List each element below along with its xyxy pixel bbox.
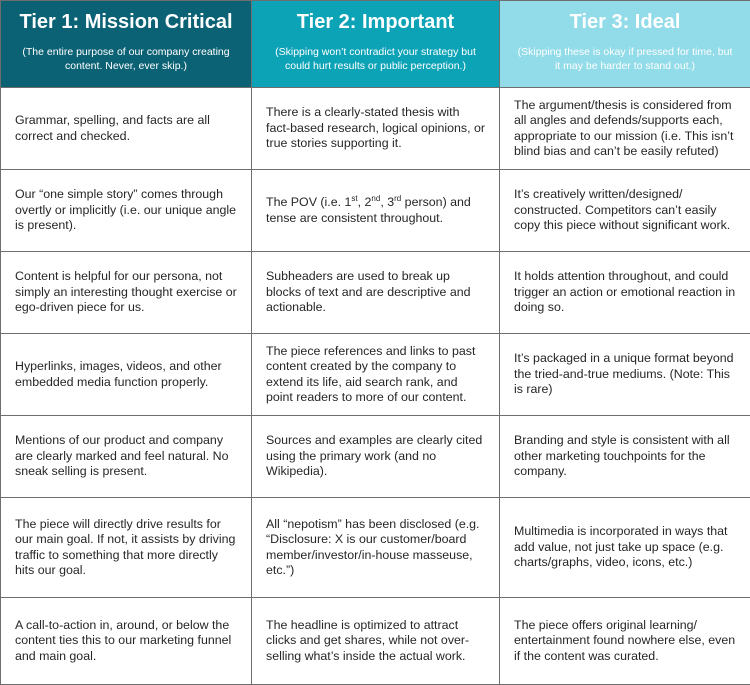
cell-text: The piece will directly drive results fo…: [15, 517, 239, 579]
tier-2-header: Tier 2: Important (Skipping won’t contra…: [252, 1, 500, 88]
table-row: Mentions of our product and company are …: [1, 416, 750, 498]
cell-text: A call-to-action in, around, or below th…: [15, 618, 239, 665]
cell-text: Hyperlinks, images, videos, and other em…: [15, 359, 239, 390]
table-row: Our “one simple story” comes through ove…: [1, 170, 750, 252]
table-cell: Branding and style is consistent with al…: [500, 416, 750, 498]
table-cell: Hyperlinks, images, videos, and other em…: [1, 334, 252, 416]
cell-text: The piece references and links to past c…: [266, 344, 487, 406]
table-cell: The piece offers original learning/ ente…: [500, 598, 750, 685]
table-cell: Sources and examples are clearly cited u…: [252, 416, 500, 498]
pov-superscript: nd: [371, 194, 380, 203]
cell-text: Sources and examples are clearly cited u…: [266, 433, 487, 480]
tier-1-header: Tier 1: Mission Critical (The entire pur…: [1, 1, 252, 88]
table-cell: Content is helpful for our persona, not …: [1, 252, 252, 334]
cell-text: Grammar, spelling, and facts are all cor…: [15, 113, 239, 144]
cell-text: It holds attention throughout, and could…: [514, 269, 738, 316]
tier-2-title: Tier 2: Important: [268, 9, 483, 35]
cell-text: All “nepotism” has been disclosed (e.g. …: [266, 517, 487, 579]
table-cell: Mentions of our product and company are …: [1, 416, 252, 498]
cell-text: The argument/thesis is considered from a…: [514, 98, 738, 160]
cell-text: Multimedia is incorporated in ways that …: [514, 524, 738, 571]
tier-3-title: Tier 3: Ideal: [516, 9, 734, 35]
table-cell: It’s creatively written/designed/ constr…: [500, 170, 750, 252]
table-cell: The argument/thesis is considered from a…: [500, 88, 750, 170]
tier-3-subtitle: (Skipping these is okay if pressed for t…: [516, 45, 734, 73]
table-cell: The piece will directly drive results fo…: [1, 498, 252, 598]
table-row: Content is helpful for our persona, not …: [1, 252, 750, 334]
table-cell: The POV (i.e. 1st, 2nd, 3rd person) and …: [252, 170, 500, 252]
table-row: The piece will directly drive results fo…: [1, 498, 750, 598]
cell-text: There is a clearly-stated thesis with fa…: [266, 105, 487, 152]
header-row: Tier 1: Mission Critical (The entire pur…: [1, 1, 750, 88]
pov-text: , 2: [358, 195, 372, 209]
table-cell: Multimedia is incorporated in ways that …: [500, 498, 750, 598]
pov-text: The POV (i.e. 1: [266, 195, 351, 209]
table-cell: The headline is optimized to attract cli…: [252, 598, 500, 685]
table-cell: Subheaders are used to break up blocks o…: [252, 252, 500, 334]
table-cell: It’s packaged in a unique format beyond …: [500, 334, 750, 416]
cell-text: Our “one simple story” comes through ove…: [15, 187, 239, 234]
cell-text: The piece offers original learning/ ente…: [514, 618, 738, 665]
table-row: Grammar, spelling, and facts are all cor…: [1, 88, 750, 170]
table-cell: Our “one simple story” comes through ove…: [1, 170, 252, 252]
cell-text: It’s creatively written/designed/ constr…: [514, 187, 738, 234]
table-cell: Grammar, spelling, and facts are all cor…: [1, 88, 252, 170]
pov-text: , 3: [380, 195, 394, 209]
table-cell: It holds attention throughout, and could…: [500, 252, 750, 334]
cell-text: Subheaders are used to break up blocks o…: [266, 269, 487, 316]
table-row: A call-to-action in, around, or below th…: [1, 598, 750, 685]
cell-text: The POV (i.e. 1st, 2nd, 3rd person) and …: [266, 195, 487, 226]
table-row: Hyperlinks, images, videos, and other em…: [1, 334, 750, 416]
tier-2-subtitle: (Skipping won’t contradict your strategy…: [268, 45, 483, 73]
tier-3-header: Tier 3: Ideal (Skipping these is okay if…: [500, 1, 750, 88]
tier-1-subtitle: (The entire purpose of our company creat…: [17, 45, 235, 73]
table-cell: All “nepotism” has been disclosed (e.g. …: [252, 498, 500, 598]
table-cell: There is a clearly-stated thesis with fa…: [252, 88, 500, 170]
table-cell: The piece references and links to past c…: [252, 334, 500, 416]
tier-1-title: Tier 1: Mission Critical: [17, 9, 235, 35]
cell-text: Mentions of our product and company are …: [15, 433, 239, 480]
cell-text: It’s packaged in a unique format beyond …: [514, 351, 738, 398]
table-cell: A call-to-action in, around, or below th…: [1, 598, 252, 685]
cell-text: Content is helpful for our persona, not …: [15, 269, 239, 316]
cell-text: The headline is optimized to attract cli…: [266, 618, 487, 665]
cell-text: Branding and style is consistent with al…: [514, 433, 738, 480]
